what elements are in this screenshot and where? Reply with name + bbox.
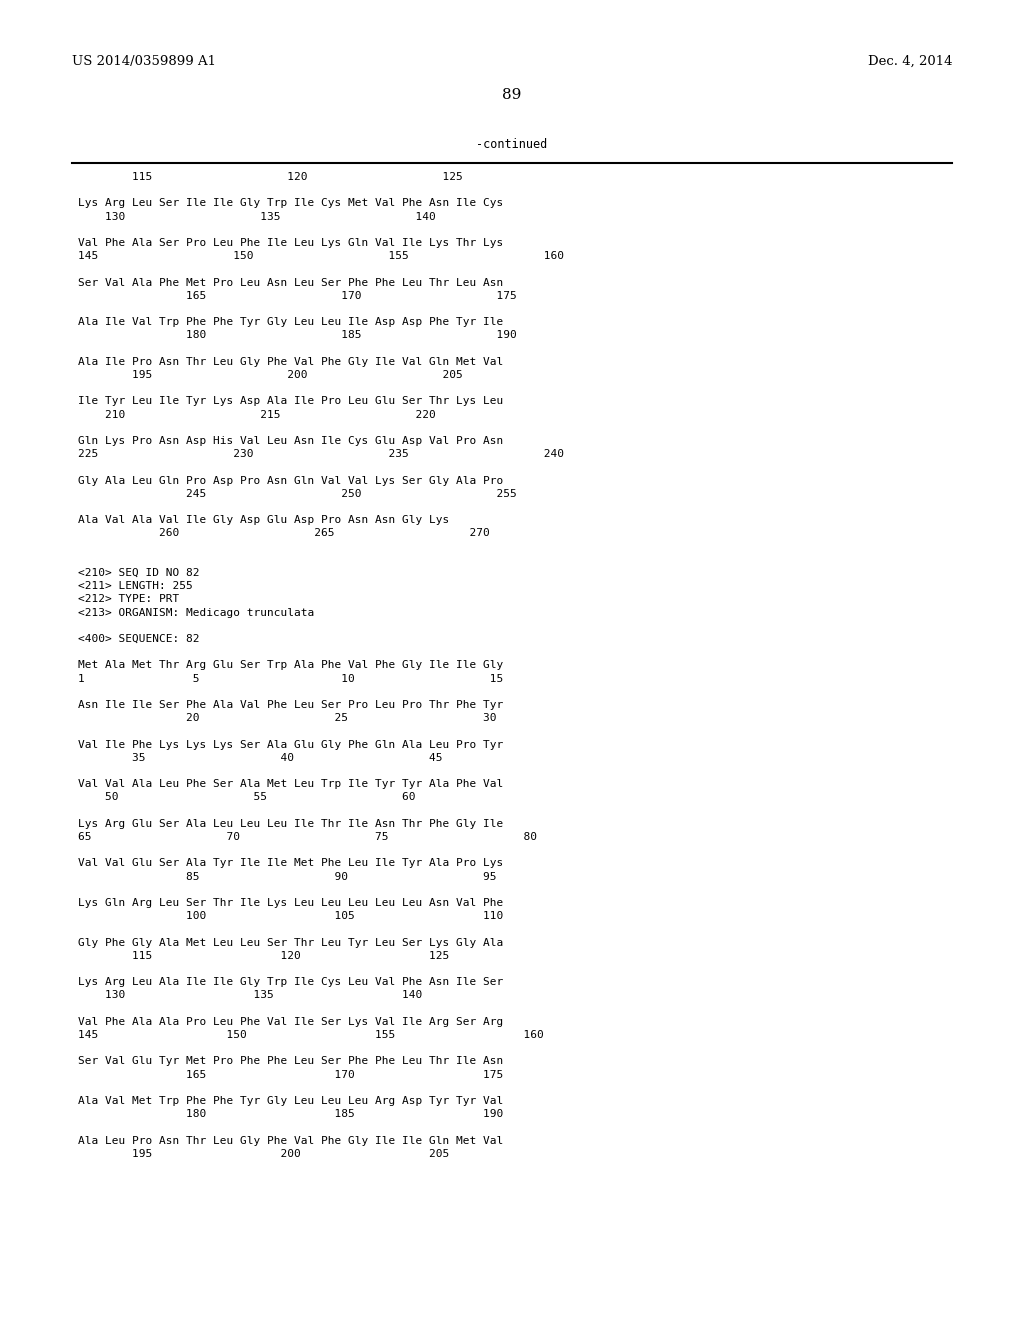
- Text: 165                   170                   175: 165 170 175: [78, 1069, 503, 1080]
- Text: Dec. 4, 2014: Dec. 4, 2014: [867, 55, 952, 69]
- Text: Lys Gln Arg Leu Ser Thr Ile Lys Leu Leu Leu Leu Leu Asn Val Phe: Lys Gln Arg Leu Ser Thr Ile Lys Leu Leu …: [78, 898, 503, 908]
- Text: Ala Val Met Trp Phe Phe Tyr Gly Leu Leu Leu Arg Asp Tyr Tyr Val: Ala Val Met Trp Phe Phe Tyr Gly Leu Leu …: [78, 1096, 503, 1106]
- Text: Gly Ala Leu Gln Pro Asp Pro Asn Gln Val Val Lys Ser Gly Ala Pro: Gly Ala Leu Gln Pro Asp Pro Asn Gln Val …: [78, 475, 503, 486]
- Text: Val Val Ala Leu Phe Ser Ala Met Leu Trp Ile Tyr Tyr Ala Phe Val: Val Val Ala Leu Phe Ser Ala Met Leu Trp …: [78, 779, 503, 789]
- Text: 130                    135                    140: 130 135 140: [78, 211, 436, 222]
- Text: 35                    40                    45: 35 40 45: [78, 752, 442, 763]
- Text: 50                    55                    60: 50 55 60: [78, 792, 416, 803]
- Text: 115                   120                   125: 115 120 125: [78, 950, 450, 961]
- Text: Val Ile Phe Lys Lys Lys Ser Ala Glu Gly Phe Gln Ala Leu Pro Tyr: Val Ile Phe Lys Lys Lys Ser Ala Glu Gly …: [78, 739, 503, 750]
- Text: Ala Val Ala Val Ile Gly Asp Glu Asp Pro Asn Asn Gly Lys: Ala Val Ala Val Ile Gly Asp Glu Asp Pro …: [78, 515, 450, 525]
- Text: 245                    250                    255: 245 250 255: [78, 488, 517, 499]
- Text: 210                    215                    220: 210 215 220: [78, 409, 436, 420]
- Text: Gly Phe Gly Ala Met Leu Leu Ser Thr Leu Tyr Leu Ser Lys Gly Ala: Gly Phe Gly Ala Met Leu Leu Ser Thr Leu …: [78, 937, 503, 948]
- Text: 130                   135                   140: 130 135 140: [78, 990, 422, 1001]
- Text: <213> ORGANISM: Medicago trunculata: <213> ORGANISM: Medicago trunculata: [78, 607, 314, 618]
- Text: 145                   150                   155                   160: 145 150 155 160: [78, 1030, 544, 1040]
- Text: 145                    150                    155                    160: 145 150 155 160: [78, 251, 564, 261]
- Text: <400> SEQUENCE: 82: <400> SEQUENCE: 82: [78, 634, 200, 644]
- Text: 180                    185                    190: 180 185 190: [78, 330, 517, 341]
- Text: Ser Val Glu Tyr Met Pro Phe Phe Leu Ser Phe Phe Leu Thr Ile Asn: Ser Val Glu Tyr Met Pro Phe Phe Leu Ser …: [78, 1056, 503, 1067]
- Text: US 2014/0359899 A1: US 2014/0359899 A1: [72, 55, 216, 69]
- Text: 1                5                     10                    15: 1 5 10 15: [78, 673, 503, 684]
- Text: <210> SEQ ID NO 82: <210> SEQ ID NO 82: [78, 568, 200, 578]
- Text: <212> TYPE: PRT: <212> TYPE: PRT: [78, 594, 179, 605]
- Text: 260                    265                    270: 260 265 270: [78, 528, 489, 539]
- Text: Lys Arg Glu Ser Ala Leu Leu Leu Ile Thr Ile Asn Thr Phe Gly Ile: Lys Arg Glu Ser Ala Leu Leu Leu Ile Thr …: [78, 818, 503, 829]
- Text: 20                    25                    30: 20 25 30: [78, 713, 497, 723]
- Text: -continued: -continued: [476, 139, 548, 150]
- Text: Ala Ile Val Trp Phe Phe Tyr Gly Leu Leu Ile Asp Asp Phe Tyr Ile: Ala Ile Val Trp Phe Phe Tyr Gly Leu Leu …: [78, 317, 503, 327]
- Text: Val Val Glu Ser Ala Tyr Ile Ile Met Phe Leu Ile Tyr Ala Pro Lys: Val Val Glu Ser Ala Tyr Ile Ile Met Phe …: [78, 858, 503, 869]
- Text: <211> LENGTH: 255: <211> LENGTH: 255: [78, 581, 193, 591]
- Text: 85                    90                    95: 85 90 95: [78, 871, 497, 882]
- Text: 195                    200                    205: 195 200 205: [78, 370, 463, 380]
- Text: 115                    120                    125: 115 120 125: [78, 172, 463, 182]
- Text: 65                    70                    75                    80: 65 70 75 80: [78, 832, 537, 842]
- Text: 89: 89: [503, 88, 521, 102]
- Text: 100                   105                   110: 100 105 110: [78, 911, 503, 921]
- Text: Ile Tyr Leu Ile Tyr Lys Asp Ala Ile Pro Leu Glu Ser Thr Lys Leu: Ile Tyr Leu Ile Tyr Lys Asp Ala Ile Pro …: [78, 396, 503, 407]
- Text: Ser Val Ala Phe Met Pro Leu Asn Leu Ser Phe Phe Leu Thr Leu Asn: Ser Val Ala Phe Met Pro Leu Asn Leu Ser …: [78, 277, 503, 288]
- Text: Met Ala Met Thr Arg Glu Ser Trp Ala Phe Val Phe Gly Ile Ile Gly: Met Ala Met Thr Arg Glu Ser Trp Ala Phe …: [78, 660, 503, 671]
- Text: Lys Arg Leu Ala Ile Ile Gly Trp Ile Cys Leu Val Phe Asn Ile Ser: Lys Arg Leu Ala Ile Ile Gly Trp Ile Cys …: [78, 977, 503, 987]
- Text: 195                   200                   205: 195 200 205: [78, 1148, 450, 1159]
- Text: 165                    170                    175: 165 170 175: [78, 290, 517, 301]
- Text: Gln Lys Pro Asn Asp His Val Leu Asn Ile Cys Glu Asp Val Pro Asn: Gln Lys Pro Asn Asp His Val Leu Asn Ile …: [78, 436, 503, 446]
- Text: Asn Ile Ile Ser Phe Ala Val Phe Leu Ser Pro Leu Pro Thr Phe Tyr: Asn Ile Ile Ser Phe Ala Val Phe Leu Ser …: [78, 700, 503, 710]
- Text: 180                   185                   190: 180 185 190: [78, 1109, 503, 1119]
- Text: Val Phe Ala Ala Pro Leu Phe Val Ile Ser Lys Val Ile Arg Ser Arg: Val Phe Ala Ala Pro Leu Phe Val Ile Ser …: [78, 1016, 503, 1027]
- Text: Ala Leu Pro Asn Thr Leu Gly Phe Val Phe Gly Ile Ile Gln Met Val: Ala Leu Pro Asn Thr Leu Gly Phe Val Phe …: [78, 1135, 503, 1146]
- Text: Ala Ile Pro Asn Thr Leu Gly Phe Val Phe Gly Ile Val Gln Met Val: Ala Ile Pro Asn Thr Leu Gly Phe Val Phe …: [78, 356, 503, 367]
- Text: 225                    230                    235                    240: 225 230 235 240: [78, 449, 564, 459]
- Text: Val Phe Ala Ser Pro Leu Phe Ile Leu Lys Gln Val Ile Lys Thr Lys: Val Phe Ala Ser Pro Leu Phe Ile Leu Lys …: [78, 238, 503, 248]
- Text: Lys Arg Leu Ser Ile Ile Gly Trp Ile Cys Met Val Phe Asn Ile Cys: Lys Arg Leu Ser Ile Ile Gly Trp Ile Cys …: [78, 198, 503, 209]
